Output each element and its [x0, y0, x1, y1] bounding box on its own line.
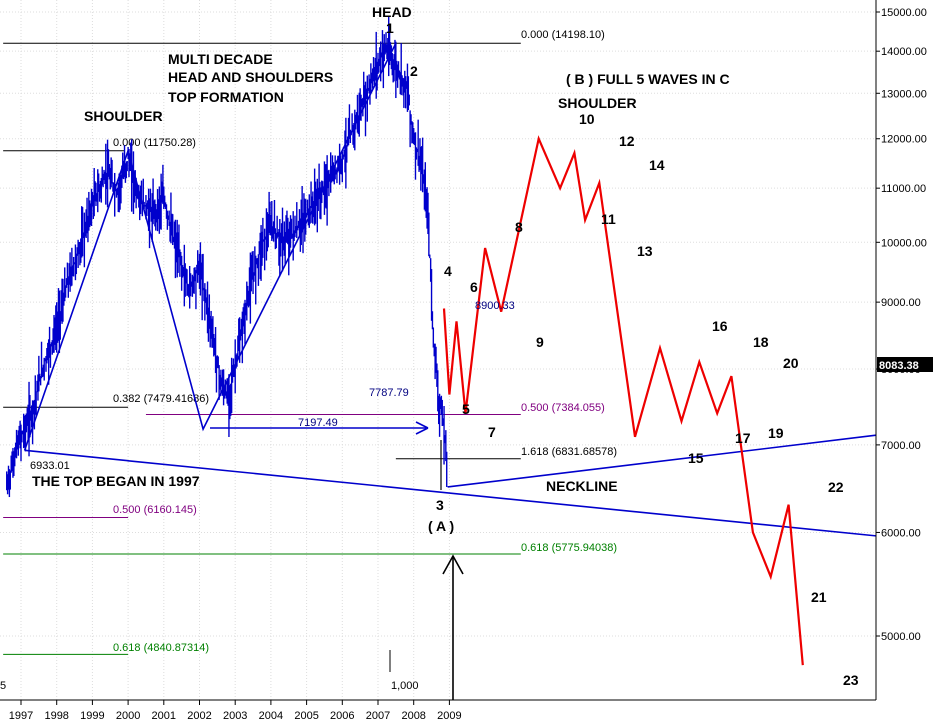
grid	[0, 0, 876, 700]
annotation-label: ( B ) FULL 5 WAVES IN C	[566, 71, 730, 87]
price-tag-box	[877, 357, 933, 372]
y-tick-label: 13000.00	[881, 88, 927, 100]
x-tick-label: 2008	[401, 710, 425, 722]
annotation-label: SHOULDER	[558, 95, 637, 111]
price-bars	[6, 15, 448, 498]
rising-line	[447, 434, 877, 488]
annotation-label: 12	[619, 133, 635, 149]
annotation-label: 5	[0, 680, 6, 692]
annotation-label: 8	[515, 219, 523, 235]
y-tick-label: 14000.00	[881, 46, 927, 58]
annotation-label: 16	[712, 318, 728, 334]
y-tick-label: 11000.00	[881, 183, 926, 195]
annotation-label: 7787.79	[369, 387, 409, 399]
annotation-label: 7197.49	[298, 417, 338, 429]
annotation-label: MULTI DECADE	[168, 51, 273, 67]
annotation-label: 20	[783, 355, 799, 371]
x-tick-label: 2009	[437, 710, 461, 722]
annotation-label: NECKLINE	[546, 478, 618, 494]
x-tick-label: 2000	[116, 710, 140, 722]
fib-level-label: 0.500 (7384.055)	[521, 402, 605, 414]
arrows	[210, 421, 464, 700]
annotation-label: TOP FORMATION	[168, 89, 284, 105]
annotation-label: 19	[768, 425, 784, 441]
wave-projection-line	[442, 135, 804, 666]
annotation-label: 17	[735, 430, 751, 446]
x-axis: 1997 1998 1999 2000 2001 2002 2003 2004 2005 2006…	[0, 699, 876, 722]
y-tick-label: 5000.00	[881, 631, 921, 643]
annotation-label: 4	[444, 263, 452, 279]
y-axis: 5000.006000.007000.008000.009000.0010000…	[875, 0, 927, 700]
annotation-label: 23	[843, 672, 859, 688]
neckline	[24, 449, 877, 537]
x-tick-label: 1999	[80, 710, 104, 722]
pattern-lines	[23, 42, 877, 537]
annotation-label: 3	[436, 497, 444, 513]
annotation-label: 7	[488, 424, 496, 440]
annotation-label: 8900.33	[475, 300, 515, 312]
fib-level-label: 0.000 (11750.28)	[113, 137, 196, 149]
fib-level-label: 0.618 (5775.94038)	[521, 542, 617, 554]
annotation-label: 9	[536, 334, 544, 350]
annotation-label: 10	[579, 111, 595, 127]
annotation-label: 1,000	[391, 680, 419, 692]
annotation-label: 13	[637, 243, 653, 259]
x-tick-label: 2004	[259, 710, 283, 722]
x-tick-label: 2005	[294, 710, 318, 722]
fibonacci-levels: 0.000 (14198.10) 0.000 (11750.28) 0.382 (7…	[3, 29, 617, 655]
fib-level-label: 0.618 (4840.87314)	[113, 642, 209, 654]
y-tick-label: 7000.00	[881, 440, 921, 452]
annotation-label: 11	[601, 211, 616, 227]
x-tick-label: 2002	[187, 710, 211, 722]
y-tick-label: 9000.00	[881, 297, 921, 309]
annotation-label: 22	[828, 479, 844, 495]
fib-level-label: 0.382 (7479.41686)	[113, 393, 209, 405]
vertical-arrow-head	[442, 554, 464, 575]
x-tick-label: 1998	[44, 710, 68, 722]
horizontal-arrow-head	[415, 421, 429, 435]
x-tick-label: 2003	[223, 710, 247, 722]
annotation-label: ( A )	[428, 518, 454, 534]
x-tick-label: 1997	[9, 710, 33, 722]
x-tick-label: 2006	[330, 710, 354, 722]
price-tag: 8083.38	[879, 360, 919, 372]
annotation-label: 18	[753, 334, 769, 350]
annotation-label: 21	[811, 589, 827, 605]
annotation-label: 1	[386, 20, 394, 36]
pattern-line	[23, 42, 397, 451]
x-tick-label: 2007	[366, 710, 390, 722]
y-tick-label: 12000.00	[881, 134, 927, 146]
annotation-label: HEAD AND SHOULDERS	[168, 69, 333, 85]
annotation-label: 6	[470, 279, 478, 295]
annotation-label: HEAD	[372, 4, 412, 20]
fib-level-label: 0.000 (14198.10)	[521, 29, 605, 41]
annotation-label: 5	[462, 401, 470, 417]
wave-projection	[442, 135, 804, 666]
y-tick-label: 10000.00	[881, 237, 927, 249]
annotation-label: THE TOP BEGAN IN 1997	[32, 473, 200, 489]
annotation-label: 15	[688, 450, 704, 466]
x-tick-label: 2001	[152, 710, 176, 722]
annotation-label: 14	[649, 157, 665, 173]
annotation-label: 2	[410, 63, 418, 79]
annotation-label: 6933.01	[30, 460, 70, 472]
fib-level-label: 0.500 (6160.145)	[113, 504, 197, 516]
y-tick-label: 15000.00	[881, 7, 927, 19]
annotation-label: SHOULDER	[84, 108, 163, 124]
y-tick-label: 6000.00	[881, 527, 921, 539]
fib-level-label: 1.618 (6831.68578)	[521, 446, 617, 458]
